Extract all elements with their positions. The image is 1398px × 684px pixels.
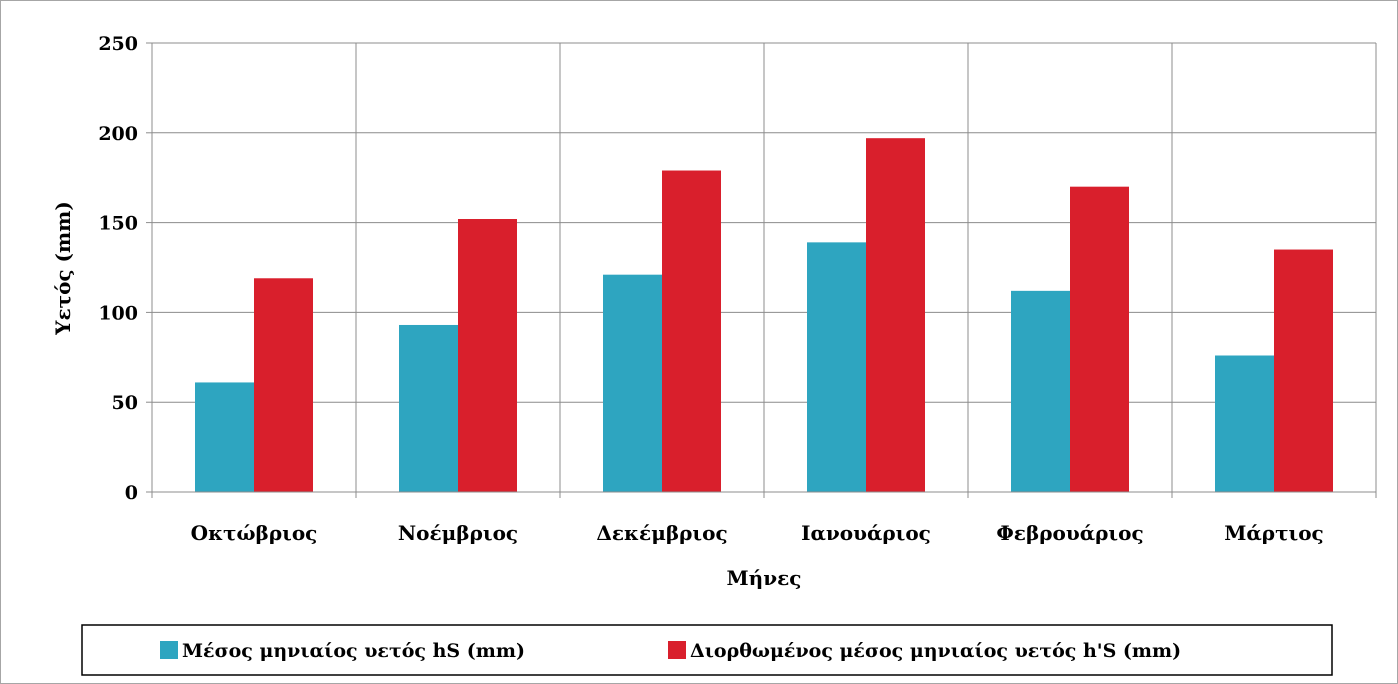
legend-swatch-series-1 bbox=[160, 641, 178, 659]
bar-series-2 bbox=[1274, 249, 1333, 492]
legend: Μέσος μηνιαίος υετός hS (mm) Διορθωμένος… bbox=[81, 624, 1333, 676]
axis-layer bbox=[146, 42, 1377, 498]
y-tick-label: 50 bbox=[112, 392, 138, 414]
y-tick-label: 100 bbox=[98, 302, 138, 324]
x-tick-label: Ιανουάριος bbox=[801, 521, 931, 545]
bar-series-1 bbox=[195, 382, 254, 492]
y-tick-label: 200 bbox=[98, 123, 138, 145]
bar-series-2 bbox=[662, 170, 721, 493]
x-tick-label: Νοέμβριος bbox=[398, 521, 518, 545]
x-tick-label: Μάρτιος bbox=[1224, 521, 1323, 545]
y-tick-label: 250 bbox=[98, 33, 138, 55]
y-tick-label: 0 bbox=[125, 482, 138, 504]
grid-layer bbox=[152, 42, 1377, 493]
bars-layer bbox=[195, 138, 1333, 493]
bar-series-1 bbox=[1215, 355, 1274, 492]
legend-label-series-2: Διορθωμένος μέσος μηνιαίος υετός h'S (mm… bbox=[690, 640, 1181, 662]
bar-series-1 bbox=[603, 274, 662, 492]
bar-series-2 bbox=[458, 219, 517, 492]
x-tick-label: Φεβρουάριος bbox=[996, 521, 1143, 545]
bar-series-2 bbox=[1070, 186, 1129, 492]
bar-series-1 bbox=[1011, 290, 1070, 492]
x-tick-label: Δεκέμβριος bbox=[596, 521, 727, 545]
x-axis-title: Μήνες bbox=[727, 566, 802, 590]
y-axis-title: Υετός (mm) bbox=[51, 201, 75, 336]
legend-frame bbox=[81, 624, 1333, 676]
y-tick-label: 150 bbox=[98, 213, 138, 235]
legend-swatch-series-2 bbox=[668, 641, 686, 659]
x-tick-labels: Οκτώβριος Νοέμβριος Δεκέμβριος Ιανουάριος Φε… bbox=[191, 521, 1324, 545]
bar-series-2 bbox=[254, 278, 313, 492]
legend-label-series-1: Μέσος μηνιαίος υετός hS (mm) bbox=[182, 640, 525, 662]
bar-series-2 bbox=[866, 138, 925, 493]
bar-series-1 bbox=[807, 242, 866, 492]
x-tick-label: Οκτώβριος bbox=[191, 521, 318, 545]
y-tick-labels: 0 50 100 150 200 250 bbox=[98, 33, 138, 504]
bar-series-1 bbox=[399, 324, 458, 492]
